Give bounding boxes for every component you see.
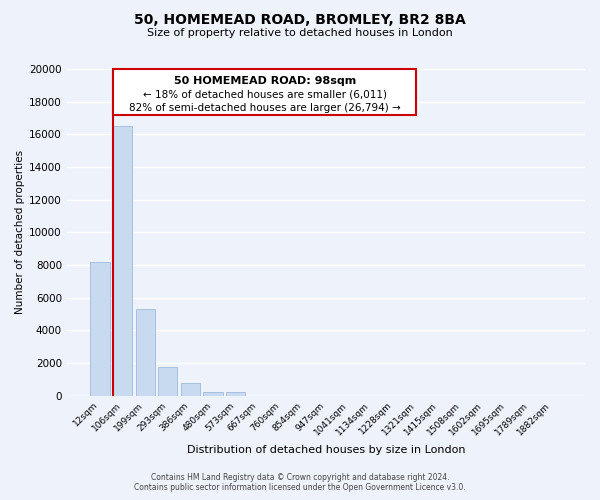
Bar — [181, 384, 200, 396]
Text: 50, HOMEMEAD ROAD, BROMLEY, BR2 8BA: 50, HOMEMEAD ROAD, BROMLEY, BR2 8BA — [134, 12, 466, 26]
Bar — [91, 262, 110, 396]
Text: ← 18% of detached houses are smaller (6,011): ← 18% of detached houses are smaller (6,… — [143, 90, 386, 100]
Bar — [226, 392, 245, 396]
X-axis label: Distribution of detached houses by size in London: Distribution of detached houses by size … — [187, 445, 465, 455]
Text: Contains HM Land Registry data © Crown copyright and database right 2024.
Contai: Contains HM Land Registry data © Crown c… — [134, 473, 466, 492]
Text: 50 HOMEMEAD ROAD: 98sqm: 50 HOMEMEAD ROAD: 98sqm — [173, 76, 356, 86]
Bar — [158, 367, 178, 396]
Bar — [113, 126, 132, 396]
Y-axis label: Number of detached properties: Number of detached properties — [15, 150, 25, 314]
FancyBboxPatch shape — [113, 69, 416, 114]
Bar — [203, 392, 223, 396]
Text: Size of property relative to detached houses in London: Size of property relative to detached ho… — [147, 28, 453, 38]
Text: 82% of semi-detached houses are larger (26,794) →: 82% of semi-detached houses are larger (… — [129, 104, 401, 114]
Bar — [136, 309, 155, 396]
